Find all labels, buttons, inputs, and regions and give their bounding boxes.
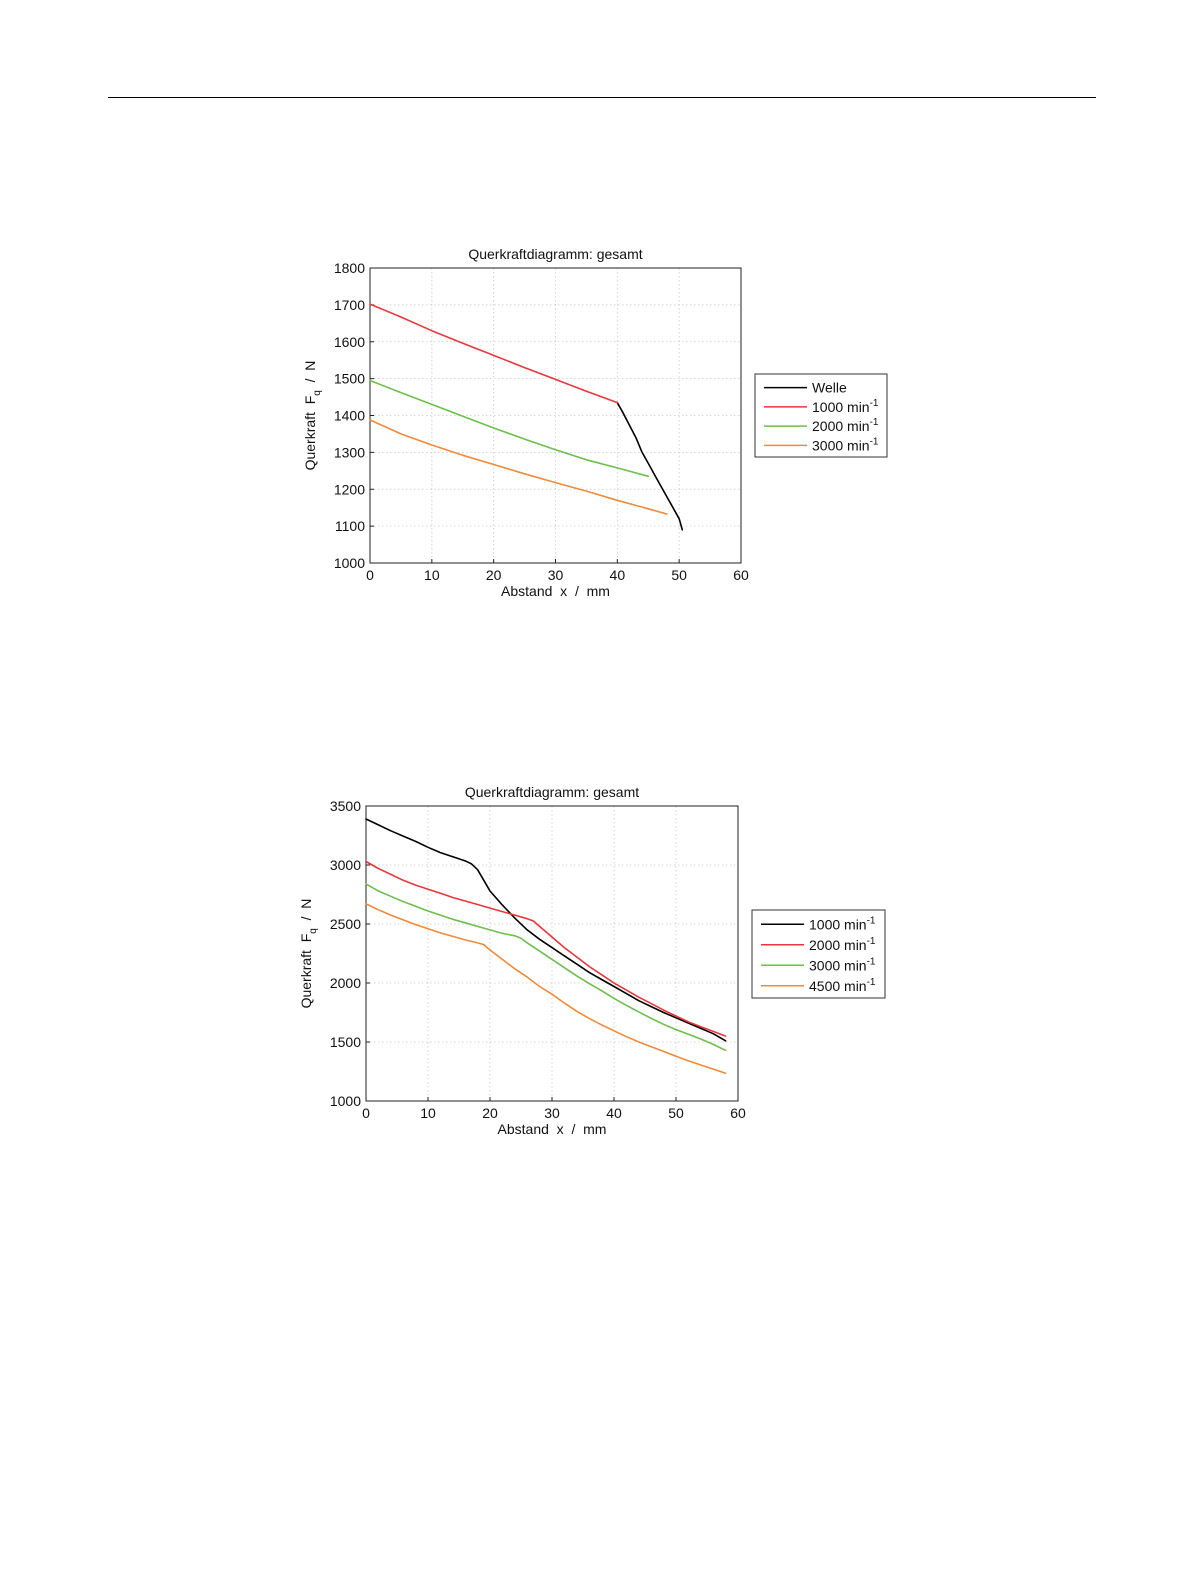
y-tick-label: 1200: [334, 481, 365, 497]
legend-label-text: 1000 min: [812, 399, 870, 415]
x-axis-label: Abstand x / mm: [501, 583, 610, 599]
y-axis-label-unit: / N: [302, 361, 318, 391]
y-tick-label: 3000: [330, 857, 361, 873]
series-line-3: [365, 883, 727, 1052]
x-tick-label: 60: [733, 567, 749, 583]
legend-label-text: 2000 min: [812, 418, 870, 434]
x-axis-label: Abstand x / mm: [498, 1121, 607, 1137]
legend-label-text: 2000 min: [809, 937, 867, 953]
page-header-rule: [108, 97, 1096, 98]
x-tick-label: 0: [366, 567, 374, 583]
legend-label-superscript: -1: [870, 398, 879, 409]
y-axis-label-subscript: q: [308, 928, 319, 934]
y-tick-label: 1800: [334, 260, 365, 276]
series-line-1: [365, 818, 727, 1042]
x-tick-label: 10: [424, 567, 440, 583]
legend-label-superscript: -1: [867, 936, 876, 947]
series-line-2: [365, 860, 727, 1037]
y-axis-label: Querkraft Fq / N: [298, 899, 319, 1009]
series-line-4: [369, 419, 668, 515]
x-tick-label: 40: [610, 567, 626, 583]
y-tick-label: 3500: [330, 798, 361, 814]
series-line-3: [369, 379, 650, 478]
y-tick-label: 1500: [330, 1034, 361, 1050]
legend-label-superscript: -1: [870, 417, 879, 428]
x-tick-label: 50: [668, 1105, 684, 1121]
y-tick-label: 1500: [334, 371, 365, 387]
y-tick-label: 1100: [335, 518, 365, 534]
legend-label-text: 1000 min: [809, 916, 867, 932]
legend-label-2: 1000 min-1: [812, 398, 879, 415]
legend-label-text: 3000 min: [809, 957, 867, 973]
legend-label-superscript: -1: [867, 977, 876, 988]
legend-label-4: 3000 min-1: [812, 436, 879, 453]
chart-1: 0 10 20 30 40 50 60 1000 1100 1200 1300 1400 1500 160…: [302, 246, 888, 599]
y-tick-label: 1400: [334, 408, 365, 424]
x-tick-label: 0: [362, 1105, 370, 1121]
y-axis-label-main: Querkraft F: [302, 396, 318, 471]
legend-label-text: 3000 min: [812, 437, 870, 453]
x-tick-label: 40: [606, 1105, 622, 1121]
chart-title: Querkraftdiagramm: gesamt: [468, 246, 642, 262]
y-tick-label: 2000: [330, 975, 361, 991]
x-tick-label: 30: [544, 1105, 560, 1121]
y-tick-label: 1300: [334, 444, 365, 460]
y-tick-label: 1600: [334, 334, 365, 350]
chart-title: Querkraftdiagramm: gesamt: [465, 784, 639, 800]
x-tick-label: 20: [482, 1105, 498, 1121]
legend-label-2: 2000 min-1: [809, 936, 876, 953]
y-tick-label: 1000: [330, 1093, 361, 1109]
x-tick-label: 20: [486, 567, 502, 583]
legend-label-text: Welle: [812, 380, 847, 396]
legend-label-superscript: -1: [870, 436, 879, 447]
x-tick-label: 60: [730, 1105, 746, 1121]
legend-label-text: 4500 min: [809, 978, 867, 994]
series-line-4: [365, 903, 727, 1075]
series-line-2: [369, 303, 619, 404]
x-tick-label: 50: [671, 567, 687, 583]
y-axis-label-main: Querkraft F: [298, 934, 314, 1009]
y-tick-label: 2500: [330, 916, 361, 932]
legend-label-3: 2000 min-1: [812, 417, 879, 434]
legend-label-superscript: -1: [867, 915, 876, 926]
legend-label-1: Welle: [812, 380, 847, 396]
y-axis-label-unit: / N: [298, 899, 314, 929]
x-tick-label: 30: [548, 567, 564, 583]
chart-2: 0 10 20 30 40 50 60 1000 1500 2000 2500 3000 3500 Que…: [298, 784, 886, 1137]
y-tick-label: 1700: [334, 297, 365, 313]
x-tick-label: 10: [420, 1105, 436, 1121]
y-axis-label: Querkraft Fq / N: [302, 361, 323, 471]
legend-label-superscript: -1: [867, 956, 876, 967]
y-axis-label-subscript: q: [312, 390, 323, 396]
y-tick-label: 1000: [334, 555, 365, 571]
legend-label-4: 4500 min-1: [809, 977, 876, 994]
legend-label-1: 1000 min-1: [809, 915, 876, 932]
legend-label-3: 3000 min-1: [809, 956, 876, 973]
series-line-1: [616, 401, 684, 531]
